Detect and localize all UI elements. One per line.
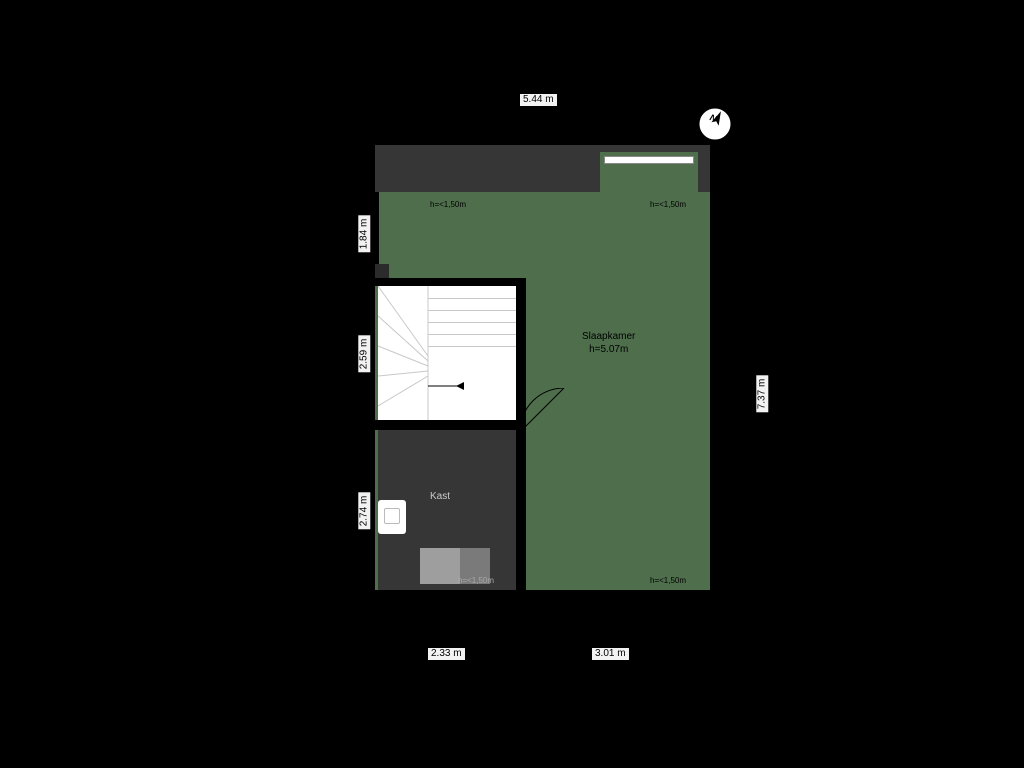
dim-right: 7.37 m (756, 376, 768, 413)
dim-left-upper: 1.84 m (358, 216, 370, 253)
dim-left-mid: 2.59 m (358, 336, 370, 373)
bedroom-height: h=5.07m (582, 343, 635, 356)
inner-wall-top (375, 278, 526, 286)
bottom-wall (375, 590, 710, 594)
skylight (596, 152, 702, 192)
ceiling-note-tr: h=<1,50m (650, 200, 686, 209)
kast-appliance (378, 500, 406, 534)
kast-box-1 (420, 548, 460, 584)
floorplan-canvas: Slaapkamer h=5.07m Kast h=<1,50m h=<1,50… (0, 0, 1024, 768)
kast-name: Kast (430, 491, 450, 502)
ceiling-note-br: h=<1,50m (650, 576, 686, 585)
dim-left-lower: 2.74 m (358, 493, 370, 530)
door-swing (520, 388, 580, 448)
pillar (375, 264, 389, 278)
bedroom-name: Slaapkamer (582, 330, 635, 343)
stairs (378, 286, 516, 420)
dim-bottom-right: 3.01 m (592, 648, 629, 660)
bedroom-label: Slaapkamer h=5.07m (582, 330, 635, 356)
dim-top: 5.44 m (520, 94, 557, 106)
left-wall-upper (375, 192, 379, 264)
ceiling-note-bl: h=<1,50m (458, 576, 494, 585)
compass-icon: N (696, 105, 734, 148)
dim-bottom-left: 2.33 m (428, 648, 465, 660)
kast-label: Kast (430, 490, 450, 503)
inner-wall-mid (375, 420, 526, 430)
ceiling-note-tl: h=<1,50m (430, 200, 466, 209)
